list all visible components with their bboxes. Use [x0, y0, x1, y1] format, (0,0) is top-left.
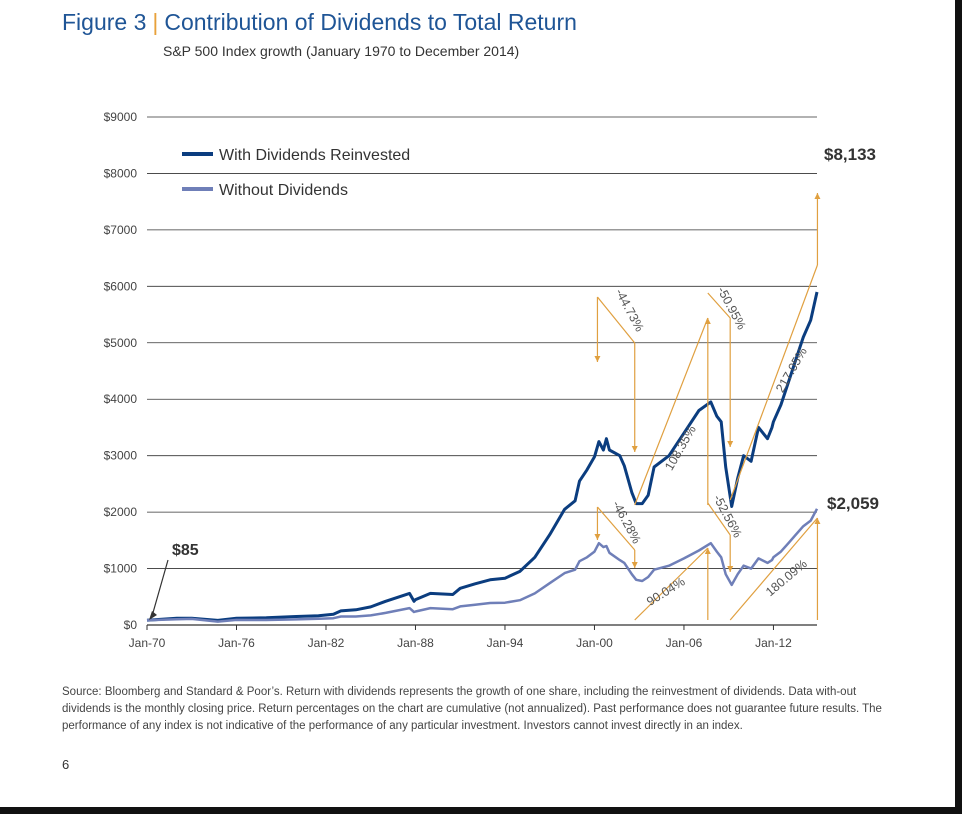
figure-subtitle: S&P 500 Index growth (January 1970 to De…: [163, 43, 520, 59]
y-tick-label: $9000: [104, 110, 138, 124]
x-tick-label: Jan-70: [129, 636, 166, 650]
y-tick-label: $7000: [104, 223, 138, 237]
annotation-line: [729, 517, 818, 621]
annotation-line: [707, 502, 731, 536]
annotation-label: 180.09%: [763, 557, 810, 599]
figure-title-text: Contribution of Dividends to Total Retur…: [164, 9, 577, 35]
annotation-line: [596, 506, 636, 551]
y-tick-label: $3000: [104, 449, 138, 463]
series-line: [146, 291, 819, 622]
figure-title: Figure 3 | Contribution of Dividends to To…: [62, 9, 577, 36]
x-tick-label: Jan-12: [755, 636, 792, 650]
title-separator: |: [152, 9, 159, 35]
legend-label: With Dividends Reinvested: [219, 147, 410, 164]
y-tick-label: $4000: [104, 392, 138, 406]
annotation-arrowhead: [631, 446, 638, 452]
y-tick-label: $6000: [104, 279, 138, 293]
endpoint-arrowhead: [149, 611, 157, 620]
endpoint-label: $85: [172, 542, 199, 559]
annotation-arrowhead: [814, 518, 821, 524]
y-tick-label: $0: [124, 618, 138, 632]
annotation-arrowhead: [727, 566, 734, 572]
source-note: Source: Bloomberg and Standard & Poor’s.…: [62, 686, 882, 732]
annotation-label: -44.73%: [612, 286, 646, 334]
annotation-label: -50.95%: [714, 284, 748, 332]
x-tick-label: Jan-76: [218, 636, 255, 650]
annotation-line: [707, 292, 731, 319]
annotation-arrowhead: [704, 548, 711, 554]
x-tick-label: Jan-88: [397, 636, 434, 650]
annotation-label: -52.56%: [710, 492, 744, 540]
y-tick-label: $2000: [104, 505, 138, 519]
annotation-line: [634, 317, 709, 506]
annotation-arrowhead: [594, 534, 601, 540]
y-tick-label: $5000: [104, 336, 138, 350]
annotation-label: 90.04%: [644, 574, 687, 608]
x-tick-label: Jan-00: [576, 636, 613, 650]
annotation-label: -46.28%: [609, 498, 643, 546]
annotation-arrowhead: [814, 193, 821, 199]
y-tick-label: $1000: [104, 562, 138, 576]
figure-label: Figure 3: [62, 9, 147, 35]
page-number: 6: [62, 757, 70, 772]
endpoint-pointer: [151, 559, 169, 617]
x-tick-label: Jan-82: [308, 636, 345, 650]
y-tick-label: $8000: [104, 166, 138, 180]
annotation-line: [596, 296, 636, 344]
annotation-line: [634, 547, 709, 621]
annotation-arrowhead: [704, 318, 711, 324]
annotation-label: 108.35%: [662, 423, 699, 473]
annotation-line: [729, 264, 819, 501]
endpoint-label: $2,059: [827, 494, 879, 513]
series-line: [146, 508, 819, 623]
legend-label: Without Dividends: [219, 182, 348, 199]
line-chart: $0 $1000 $2000 $3000 $4000 $5000 $6000 $7000 $80…: [104, 110, 879, 650]
annotation-arrowhead: [631, 562, 638, 568]
x-tick-label: Jan-06: [666, 636, 703, 650]
x-tick-label: Jan-94: [487, 636, 524, 650]
endpoint-label: $8,133: [824, 145, 876, 164]
annotation-arrowhead: [594, 356, 601, 362]
annotation-arrowhead: [727, 441, 734, 447]
